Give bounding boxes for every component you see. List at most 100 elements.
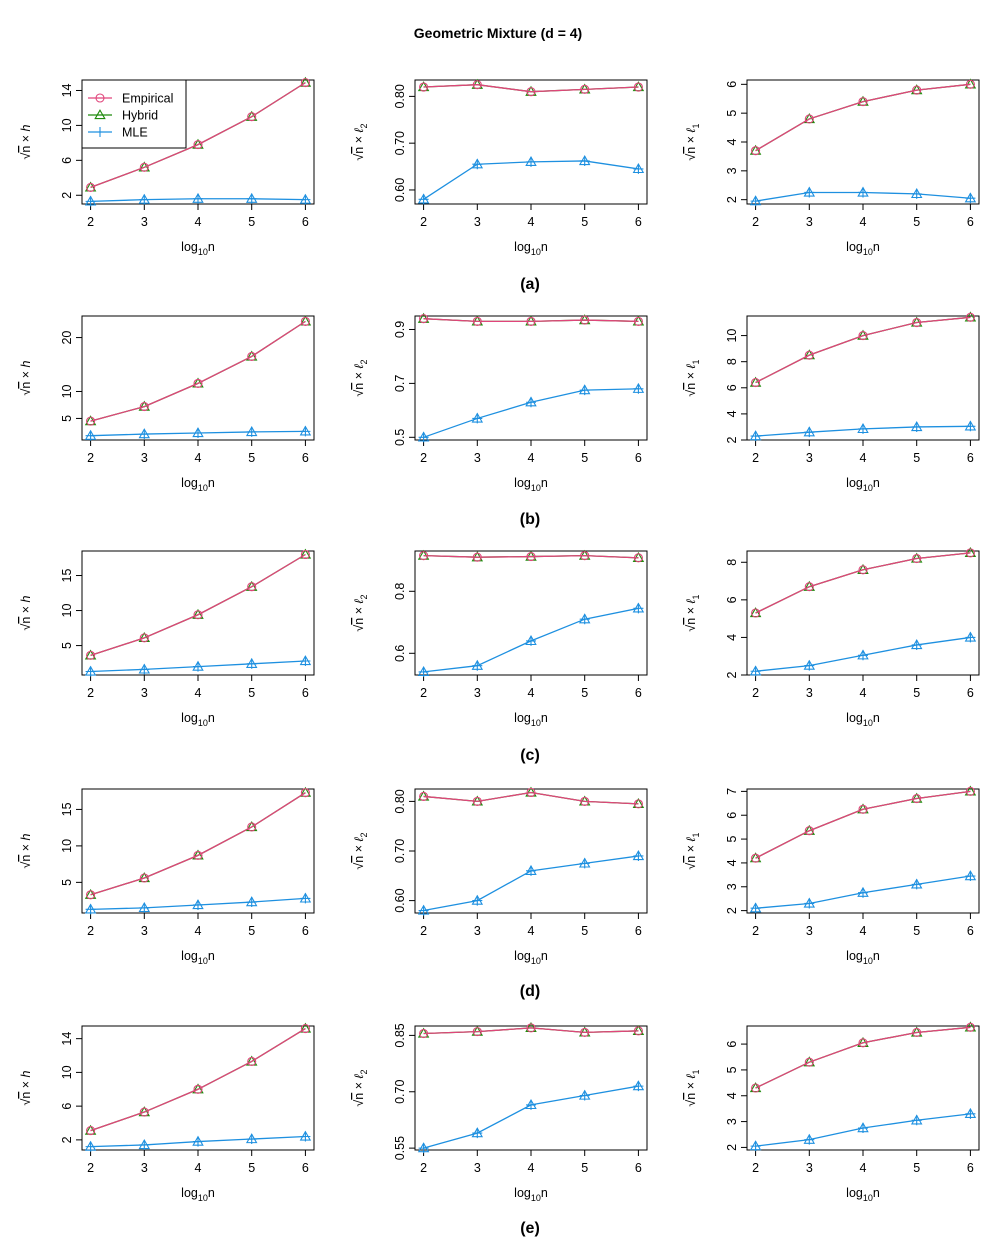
legend-label: Empirical <box>122 92 173 106</box>
data-point <box>526 316 536 326</box>
data-point <box>139 1107 149 1117</box>
data-point-plus <box>526 865 536 876</box>
y-tick-label: 2 <box>725 196 739 203</box>
data-point-plus <box>246 658 257 669</box>
data-point <box>86 1126 96 1136</box>
data-point-plus <box>965 632 976 643</box>
data-point-plus <box>858 423 868 434</box>
data-point <box>912 85 922 95</box>
y-label-sqrt: √ <box>684 1100 698 1107</box>
legend-marker <box>95 93 105 103</box>
y-tick-label: 4 <box>725 859 739 866</box>
x-tick-label: 4 <box>528 686 535 700</box>
data-point-plus <box>633 163 644 174</box>
data-point-plus <box>858 1123 868 1134</box>
series-mle <box>84 655 312 677</box>
y-label-metric: ℓ <box>684 1073 698 1078</box>
data-point <box>300 788 310 798</box>
y-tick-label: 0.80 <box>393 789 407 813</box>
x-tick-label: 4 <box>860 924 867 938</box>
y-label-metric: ℓ <box>352 1073 366 1078</box>
y-label-sqrt: √ <box>684 625 698 632</box>
data-point-plus <box>911 188 922 199</box>
y-tick-label: 3 <box>725 1118 739 1125</box>
y-tick-label: 4 <box>725 634 739 641</box>
series-line <box>755 1026 971 1089</box>
data-point <box>633 316 643 326</box>
y-axis-label: √n × h <box>19 360 33 395</box>
y-tick-label: 10 <box>60 118 74 132</box>
x-tick-label: 4 <box>860 215 867 229</box>
x-axis-label: log10n <box>846 240 880 257</box>
series-line <box>90 553 306 657</box>
y-label-times: × <box>684 841 698 855</box>
y-label-radicand: n <box>684 147 698 154</box>
y-tick-label: 2 <box>725 1144 739 1151</box>
data-point-plus <box>139 194 150 205</box>
x-tick-label: 6 <box>302 1161 309 1175</box>
series-empirical <box>419 787 643 809</box>
row-label: (b) <box>520 511 540 528</box>
x-tick-label: 3 <box>141 924 148 938</box>
y-label-sqrt: √ <box>19 153 33 160</box>
data-point <box>472 316 482 326</box>
y-axis-label: √n × ℓ1 <box>684 123 701 160</box>
series-line <box>90 1027 306 1132</box>
data-point-plus <box>750 431 761 442</box>
data-point-plus <box>858 187 868 198</box>
x-tick-label: 6 <box>635 215 642 229</box>
y-label-times: × <box>352 1078 366 1092</box>
x-label-base: log <box>846 476 863 490</box>
x-label-subscript: 10 <box>198 956 208 966</box>
data-point <box>912 793 922 804</box>
series-hybrid <box>84 1022 312 1135</box>
y-tick-label: 0.55 <box>393 1136 407 1160</box>
row-label: (d) <box>520 983 540 1000</box>
x-label-base: log <box>846 240 863 254</box>
data-point <box>472 1027 482 1037</box>
series-line <box>423 1027 639 1035</box>
data-point-plus <box>85 904 96 915</box>
y-tick-label: 5 <box>725 110 739 117</box>
y-tick-label: 15 <box>60 802 74 816</box>
data-point-plus <box>193 427 203 438</box>
data-point <box>86 416 96 426</box>
data-point-plus <box>633 850 644 861</box>
y-tick-label: 4 <box>725 138 739 145</box>
x-tick-label: 4 <box>195 924 202 938</box>
data-point <box>472 552 482 562</box>
x-label-subscript: 10 <box>863 1193 873 1203</box>
y-label-metric: h <box>19 833 33 840</box>
y-label-radicand: n <box>352 147 366 154</box>
x-tick-label: 2 <box>420 924 427 938</box>
y-tick-label: 2 <box>725 436 739 443</box>
data-point <box>193 850 203 860</box>
x-tick-label: 4 <box>195 686 202 700</box>
y-label-sqrt: √ <box>19 389 33 396</box>
series-hybrid <box>417 1021 645 1038</box>
x-tick-label: 6 <box>967 1161 974 1175</box>
x-label-base: log <box>181 476 198 490</box>
y-label-radicand: n <box>352 1093 366 1100</box>
x-tick-label: 3 <box>474 686 481 700</box>
x-axis-label: log10n <box>181 476 215 493</box>
data-point-plus <box>300 1131 311 1142</box>
y-label-times: × <box>19 131 33 145</box>
y-label-times: × <box>684 368 698 382</box>
data-point-plus <box>579 155 590 166</box>
x-tick-label: 4 <box>195 215 202 229</box>
y-tick-label: 2 <box>725 671 739 678</box>
y-label-radicand: n <box>19 617 33 624</box>
y-label-metric: h <box>19 595 33 602</box>
y-tick-label: 0.70 <box>393 839 407 863</box>
x-label-var: n <box>873 1186 880 1200</box>
data-point <box>858 1038 868 1048</box>
y-label-times: × <box>352 368 366 382</box>
series-hybrid <box>84 786 312 899</box>
series-line <box>755 790 971 859</box>
data-point <box>912 1027 922 1038</box>
x-tick-label: 5 <box>581 451 588 465</box>
